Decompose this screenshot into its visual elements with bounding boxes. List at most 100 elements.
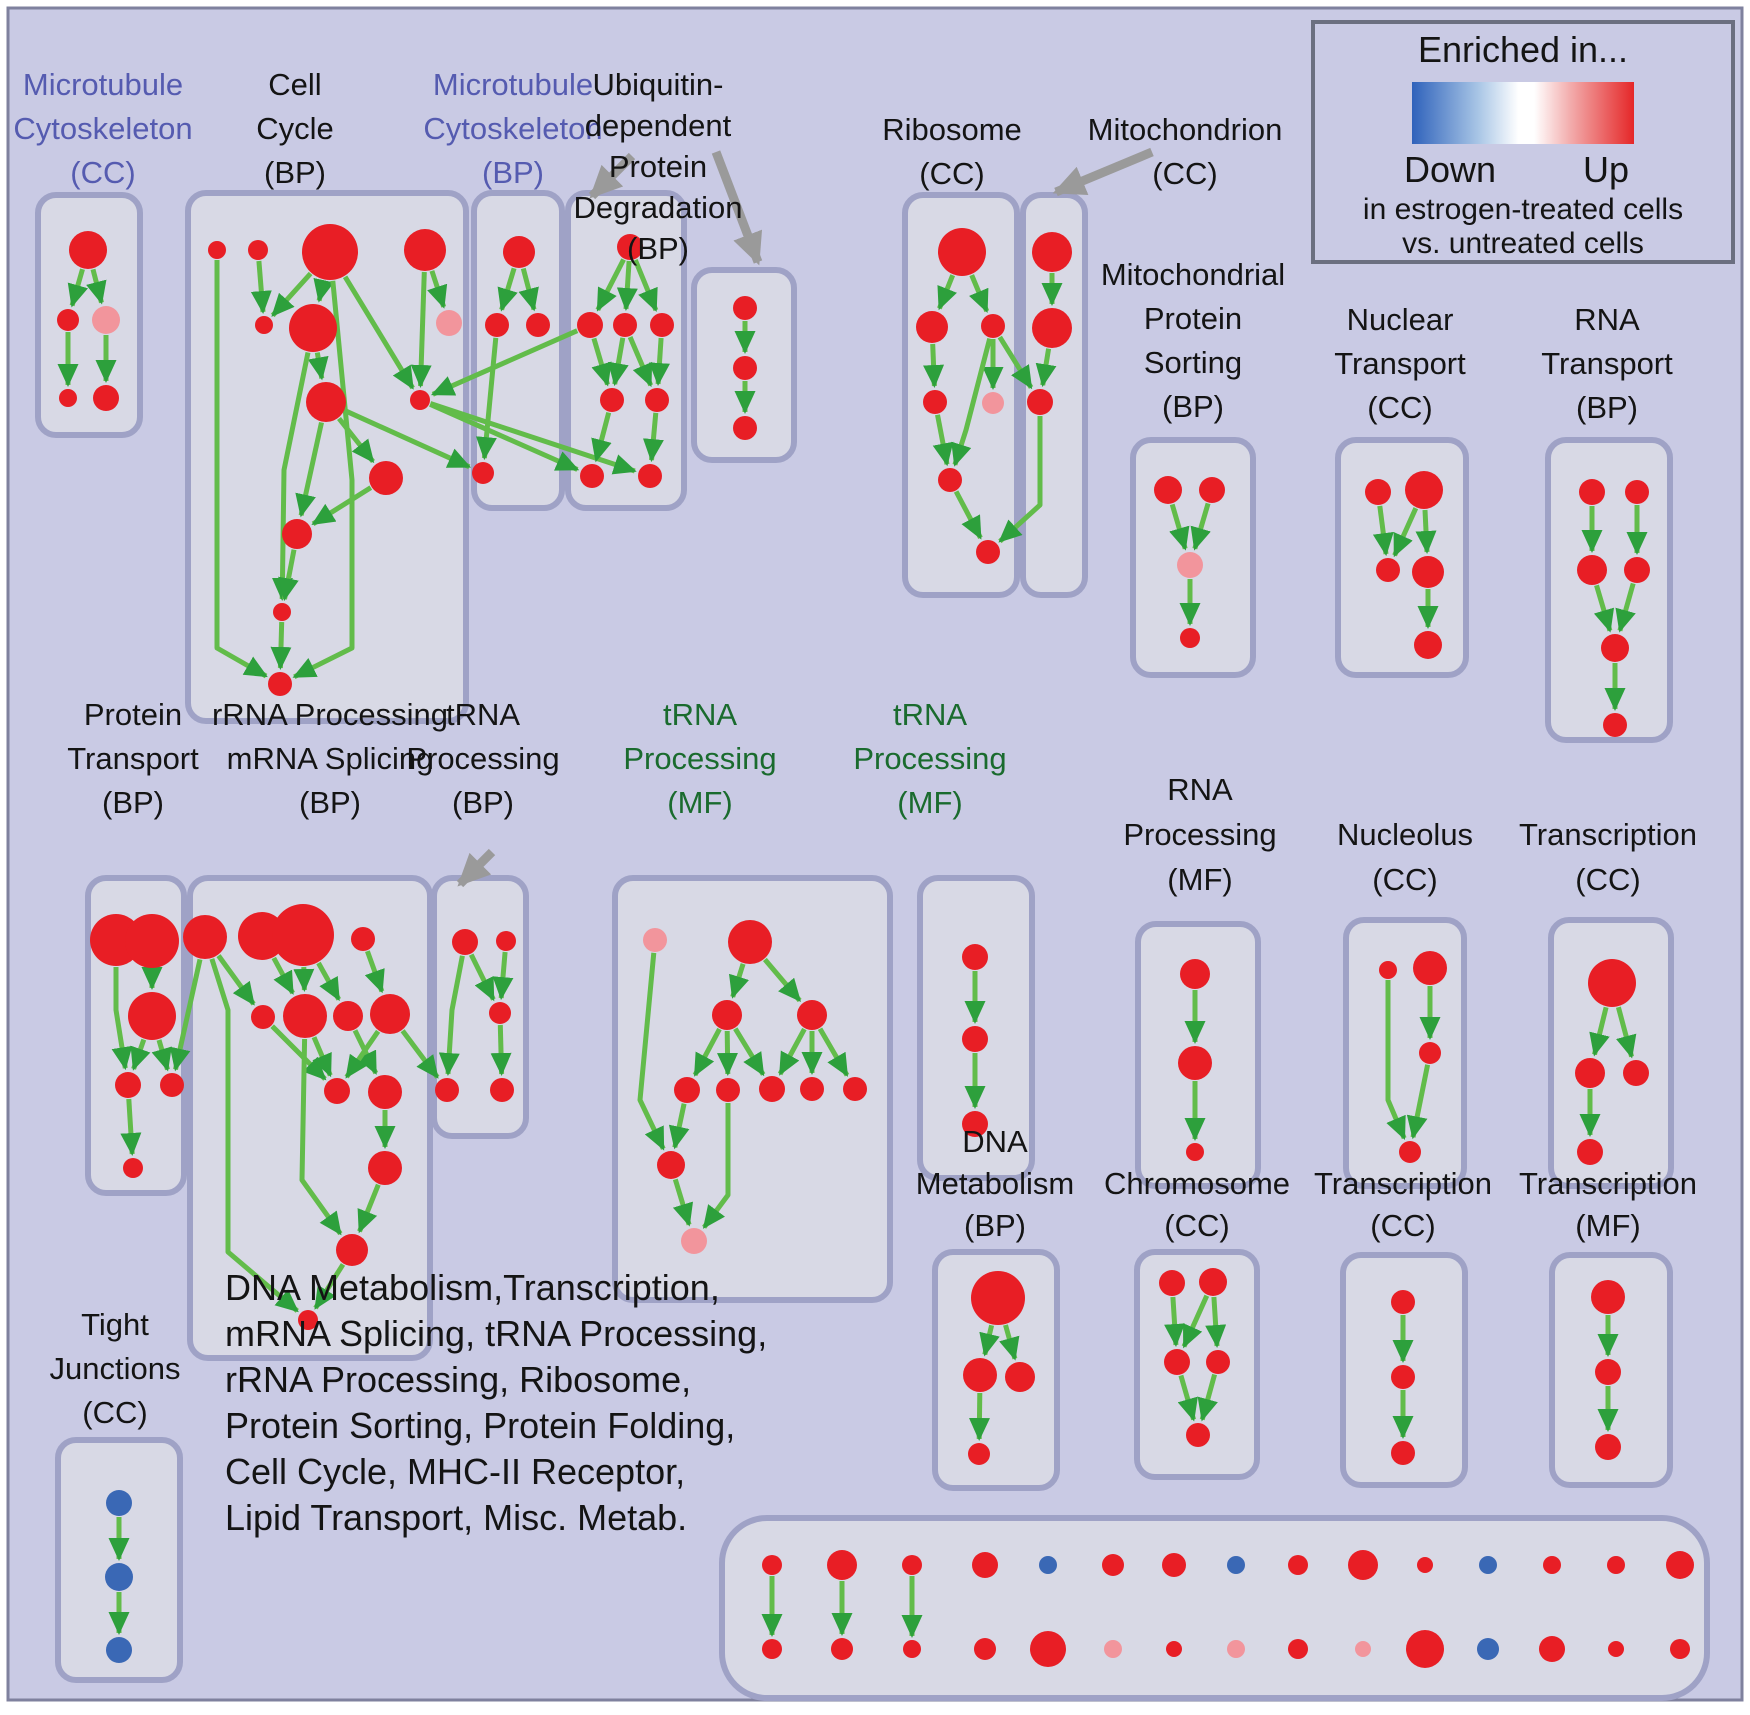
label-trna-processing-mf-1: tRNA Processing (MF) (623, 697, 776, 820)
edge-pt4-pt6 (120, 1098, 142, 1156)
node-mt2 (485, 313, 509, 337)
edge-tmr-tmb3 (777, 1027, 807, 1076)
node-cr2 (1199, 1268, 1227, 1296)
node-rr7 (333, 1001, 363, 1031)
node-dm1 (971, 1271, 1025, 1325)
node-ubm1 (577, 312, 603, 338)
edge-cc3-cc5 (270, 271, 313, 318)
edge-rt3-rt5 (1593, 584, 1615, 633)
legend-subtitle-1: in estrogen-treated cells (1363, 193, 1683, 226)
node-mc3 (92, 306, 120, 334)
edge-tmp-tmm (637, 952, 666, 1151)
label-mitochondrion-cc: Mitochondrion (CC) (1088, 112, 1283, 191)
node-rt3 (1577, 555, 1607, 585)
edge-cr4-cr5 (1197, 1373, 1218, 1422)
node-mi2 (1032, 308, 1072, 348)
edge-cc8-cc11 (295, 421, 324, 518)
edge-cc8-mtb1 (344, 408, 472, 470)
group-box-microtubule-bp (471, 190, 565, 511)
node-tmb2 (716, 1078, 740, 1102)
node-tj1 (106, 1490, 132, 1516)
edge-cc3-cc9 (342, 275, 415, 390)
edge-tp3-tp5 (490, 1024, 512, 1076)
group-box-nuclear-transport (1335, 437, 1469, 678)
label-mitochondrial-protein-sorting-bp: Mitochondrial Protein Sorting (BP) (1101, 257, 1285, 424)
node-rt1 (1579, 479, 1605, 505)
node-pt3 (128, 992, 176, 1040)
note-text: DNA Metabolism,Transcription, mRNA Splici… (225, 1267, 767, 1538)
node-ubm3 (650, 313, 674, 337)
node-rt2 (1625, 480, 1649, 504)
node-b4t (972, 1552, 998, 1578)
edge-rr4-rr8 (364, 950, 385, 994)
edge-cr2-cr4 (1205, 1296, 1227, 1348)
node-tml (712, 1000, 742, 1030)
node-tn2 (962, 1026, 988, 1052)
node-tc4 (1577, 1139, 1603, 1165)
edge-cr3-cr5 (1177, 1374, 1198, 1422)
node-tc1 (1588, 959, 1636, 1007)
node-pt5 (160, 1073, 184, 1097)
edge-mi2-mi3 (1035, 348, 1057, 388)
edge-cc11-cc12 (278, 549, 299, 602)
edge-rb2-rb4 (923, 343, 945, 388)
label-dna-metabolism-bp: DNA Metabolism (BP) (916, 1124, 1075, 1243)
edge-tc1-tc3 (1615, 1006, 1637, 1059)
node-rt4 (1624, 557, 1650, 583)
edge-mt1-mt3 (518, 267, 539, 312)
label-nucleolus-cc: Nucleolus (CC) (1337, 817, 1473, 897)
node-tn1 (962, 944, 988, 970)
node-rp2 (1178, 1046, 1212, 1080)
node-nt4 (1412, 556, 1444, 588)
edge-nt1-nt3 (1372, 505, 1394, 557)
edge-cc4-cc9 (410, 271, 432, 388)
edge-ubm2-ubl2 (627, 336, 653, 388)
node-b7b (1166, 1641, 1182, 1657)
node-tj3 (106, 1637, 132, 1663)
legend-down-label: Down (1404, 149, 1496, 190)
node-cc1 (208, 241, 226, 259)
label-transcription-cc-1: Transcription (CC) (1519, 817, 1697, 897)
edge-cr1-cr3 (1164, 1296, 1186, 1347)
node-rr8 (370, 994, 410, 1034)
node-b1b (762, 1639, 782, 1659)
label-chromosome-cc: Chromosome (CC) (1104, 1166, 1290, 1243)
node-pt6 (123, 1158, 143, 1178)
node-ch2 (733, 356, 757, 380)
node-nt1 (1365, 479, 1391, 505)
node-mtb1 (472, 462, 494, 484)
node-mi3 (1027, 389, 1053, 415)
node-rt6 (1603, 713, 1627, 737)
node-cr5 (1186, 1423, 1210, 1447)
label-trna-processing-bp: tRNA Processing (BP) (406, 697, 559, 820)
node-cr3 (1164, 1349, 1190, 1375)
edge-cc12-cc13 (270, 621, 292, 670)
node-rr9 (324, 1078, 350, 1104)
node-b14t (1607, 1556, 1625, 1574)
node-tn3 (962, 1111, 988, 1137)
label-cell-cycle-bp: Cell Cycle (BP) (256, 67, 334, 190)
node-ubb1 (580, 464, 604, 488)
node-cc8 (306, 382, 346, 422)
edge-mc1-mc3 (86, 268, 107, 305)
legend-up-label: Up (1583, 149, 1629, 190)
node-rb4 (923, 390, 947, 414)
node-ubl2 (645, 388, 669, 412)
node-cc7 (436, 310, 462, 336)
node-tmz (681, 1228, 707, 1254)
node-cc10 (369, 461, 403, 495)
node-nu2 (1413, 951, 1447, 985)
node-b15b (1670, 1639, 1690, 1659)
label-ubiquitin-dependent-protein-degradation-bp: Ubiquitin-dependent Protein Degradation (BP… (574, 67, 743, 266)
edge-rr12-rr13 (313, 1263, 346, 1310)
edge-rr8-tp4 (400, 1029, 440, 1079)
node-cc2 (248, 240, 268, 260)
pointer-arrow-0 (588, 152, 636, 200)
node-tc3 (1623, 1060, 1649, 1086)
node-rr5 (251, 1005, 275, 1029)
edge-tml-tmb2 (717, 1030, 739, 1076)
node-nu4 (1399, 1141, 1421, 1163)
edge-cc3-cc13 (292, 280, 355, 680)
